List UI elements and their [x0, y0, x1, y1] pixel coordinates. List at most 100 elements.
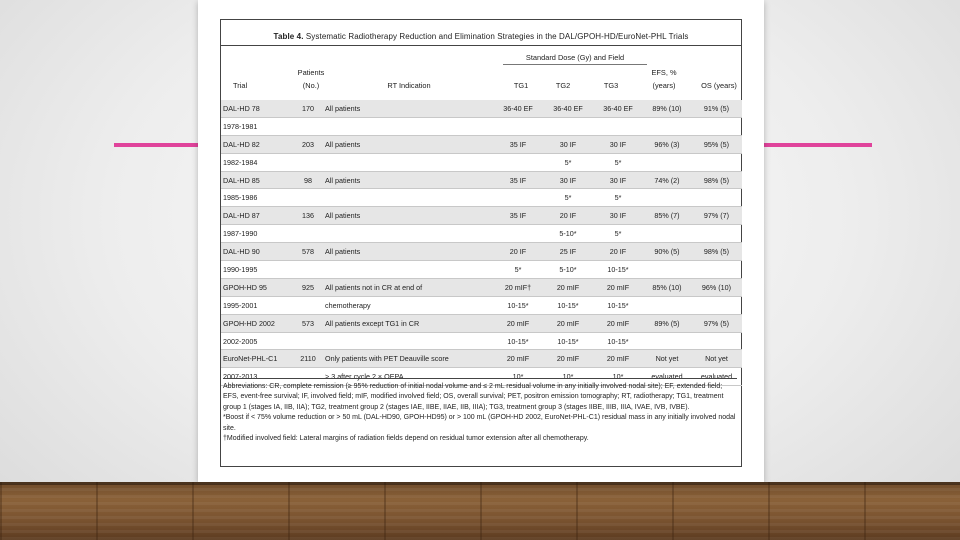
cell-patients: 2110 [293, 349, 323, 369]
group-header: Standard Dose (Gy) and Field [525, 53, 625, 62]
cell-tg3: 10-15* [593, 332, 643, 351]
cell-tg3: 10-15* [593, 296, 643, 315]
cell-efs: 85% (7) [643, 206, 691, 226]
cell-tg1: 35 IF [493, 206, 543, 226]
cell-os [691, 332, 742, 351]
cell-tg3: 36-40 EF [593, 100, 643, 118]
cell-os: 95% (5) [691, 135, 742, 154]
cell-patients: 203 [293, 135, 323, 154]
footnotes: Abbreviations: CR, complete remission (≥… [223, 378, 737, 444]
cell-indication: Only patients with PET Deauville score [323, 349, 493, 369]
cell-efs: 74% (2) [643, 171, 691, 190]
cell-indication: chemotherapy [323, 296, 493, 315]
cell-efs: 96% (3) [643, 135, 691, 154]
table-row: 1982-1984 5* 5* [221, 153, 742, 172]
cell-indication [323, 332, 493, 351]
cell-tg3 [593, 117, 643, 136]
cell-os [691, 188, 742, 208]
cell-tg3: 20 mIF [593, 349, 643, 369]
cell-tg2: 20 mIF [543, 278, 593, 297]
cell-tg1: 20 IF [493, 242, 543, 262]
header-tg2: TG2 [555, 81, 571, 90]
table-row: 2002-2005 10-15* 10-15* 10-15* [221, 332, 742, 351]
cell-tg2: 10-15* [543, 332, 593, 351]
cell-tg1 [493, 153, 543, 172]
cell-tg2: 10* [543, 367, 593, 387]
cell-efs: Not yet [643, 349, 691, 369]
cell-efs: 89% (10) [643, 100, 691, 118]
table-row: 1985-1986 5* 5* [221, 188, 742, 208]
table-caption: Table 4. Systematic Radiotherapy Reducti… [221, 32, 741, 41]
cell-trial: DAL-HD 85 [221, 171, 293, 190]
cell-trial: 2007-2013 [221, 367, 293, 387]
cell-tg3: 30 IF [593, 206, 643, 226]
table-row: GPOH-HD 2002 573 All patients except TG1 i… [221, 314, 742, 333]
cell-patients [293, 117, 323, 136]
cell-os: 98% (5) [691, 171, 742, 190]
cell-indication: All patients [323, 135, 493, 154]
cell-indication [323, 224, 493, 244]
cell-patients: 578 [293, 242, 323, 262]
cell-trial: 1990-1995 [221, 260, 293, 279]
table-row: 2007-2013 > 3 after cycle 2 × OEPA 10* 10*… [221, 367, 742, 387]
cell-tg2: 10-15* [543, 296, 593, 315]
cell-patients [293, 332, 323, 351]
table-row: GPOH-HD 95 925 All patients not in CR at e… [221, 278, 742, 297]
footnote-abbreviations: Abbreviations: CR, complete remission (≥… [223, 383, 724, 411]
table-row: DAL-HD 90 578 All patients 20 IF 25 IF 20 IF 9… [221, 242, 742, 262]
cell-tg2: 20 mIF [543, 314, 593, 333]
cell-trial: 1995-2001 [221, 296, 293, 315]
header-indication: RT Indication [387, 81, 431, 90]
cell-tg2: 5* [543, 188, 593, 208]
cell-tg2: 36-40 EF [543, 100, 593, 118]
cell-indication [323, 117, 493, 136]
cell-trial: 1985-1986 [221, 188, 293, 208]
cell-trial: EuroNet-PHL-C1 [221, 349, 293, 369]
cell-tg1: 10-15* [493, 296, 543, 315]
cell-efs: evaluated [643, 367, 691, 387]
cell-tg1 [493, 224, 543, 244]
cell-tg2: 30 IF [543, 171, 593, 190]
cell-trial: DAL-HD 87 [221, 206, 293, 226]
cell-tg1: 10* [493, 367, 543, 387]
cell-tg1: 10-15* [493, 332, 543, 351]
cell-efs: 89% (5) [643, 314, 691, 333]
cell-trial: 2002-2005 [221, 332, 293, 351]
footnote-modified-field: †Modified involved field: Lateral margin… [223, 435, 589, 443]
caption-text: Systematic Radiotherapy Reduction and El… [305, 32, 689, 41]
cell-tg3: 5* [593, 224, 643, 244]
cell-efs [643, 153, 691, 172]
header-tg3: TG3 [603, 81, 619, 90]
cell-indication [323, 260, 493, 279]
table-document: Table 4. Systematic Radiotherapy Reducti… [220, 19, 742, 467]
cell-os: evaluated [691, 367, 742, 387]
cell-tg1: 20 mIF [493, 349, 543, 369]
cell-patients [293, 296, 323, 315]
cell-tg2: 25 IF [543, 242, 593, 262]
cell-indication: All patients [323, 242, 493, 262]
footnote-boost: *Boost if < 75% volume reduction or > 50… [223, 414, 736, 432]
cell-tg1 [493, 188, 543, 208]
cell-tg2: 20 IF [543, 206, 593, 226]
cell-os [691, 117, 742, 136]
cell-tg3: 20 mIF [593, 314, 643, 333]
table-row: EuroNet-PHL-C1 2110 Only patients with PET… [221, 349, 742, 369]
header-patients-l2: (No.) [302, 81, 320, 90]
cell-tg1: 5* [493, 260, 543, 279]
header-trial: Trial [233, 81, 248, 90]
cell-tg2: 20 mIF [543, 349, 593, 369]
header-efs-l2: (years) [652, 81, 676, 90]
table-row: DAL-HD 82 203 All patients 35 IF 30 IF 30 IF 9… [221, 135, 742, 154]
cell-patients: 98 [293, 171, 323, 190]
table-row: 1987-1990 5-10* 5* [221, 224, 742, 244]
cell-tg3: 5* [593, 188, 643, 208]
cell-efs [643, 188, 691, 208]
table-row: DAL-HD 87 136 All patients 35 IF 20 IF 30 IF 8… [221, 206, 742, 226]
cell-indication: All patients [323, 100, 493, 118]
cell-patients [293, 224, 323, 244]
caption-rule [221, 45, 741, 46]
cell-tg3: 20 mIF [593, 278, 643, 297]
cell-tg3: 30 IF [593, 171, 643, 190]
cell-tg2 [543, 117, 593, 136]
cell-indication: > 3 after cycle 2 × OEPA [323, 367, 493, 387]
